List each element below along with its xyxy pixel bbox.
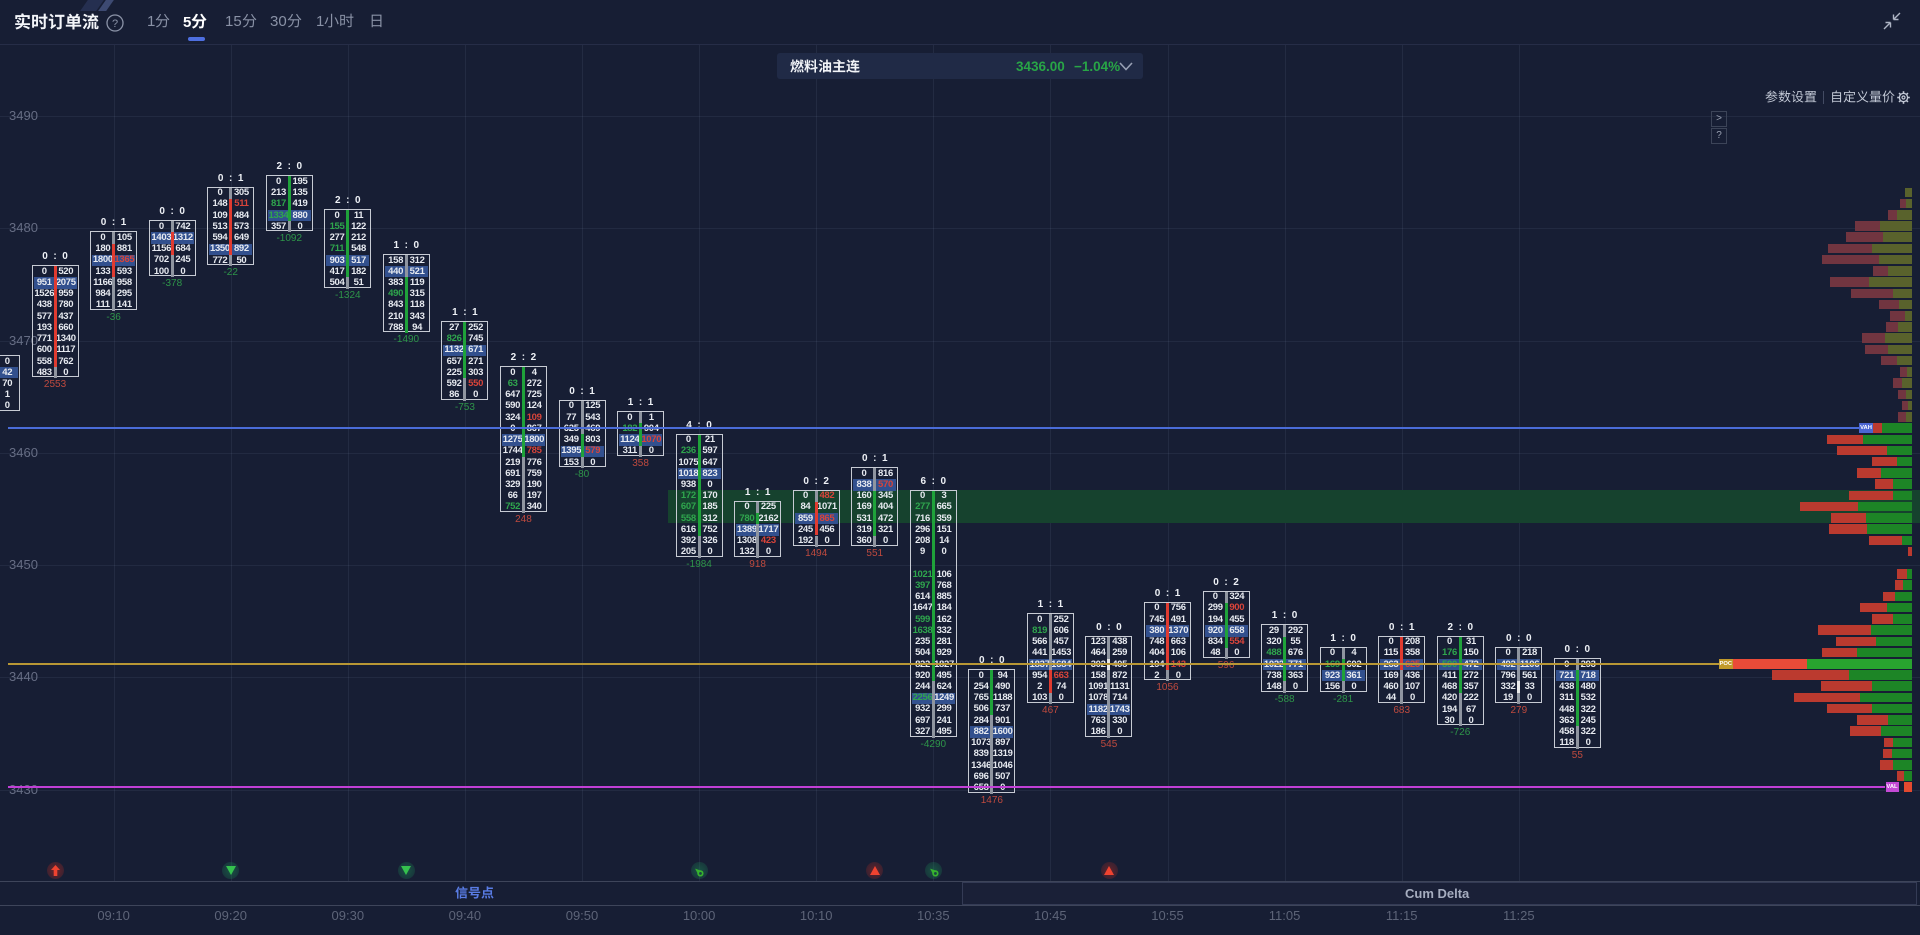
svg-text:?: ?: [112, 18, 118, 30]
